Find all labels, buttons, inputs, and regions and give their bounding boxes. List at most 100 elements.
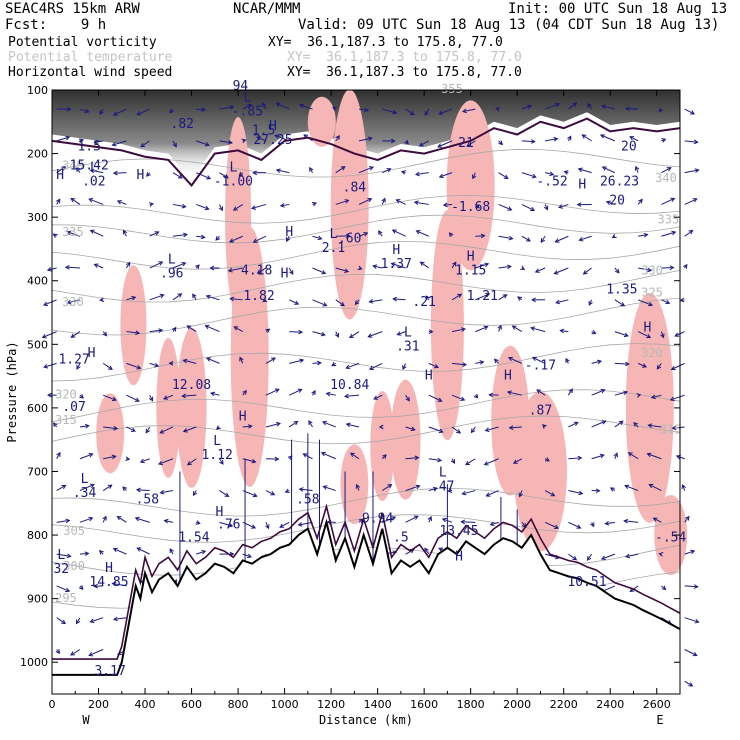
theta-label: 320: [55, 387, 77, 401]
wind-arrow: [113, 617, 127, 620]
wind-arrow: [556, 299, 569, 304]
wind-arrow-head: [625, 553, 630, 559]
wind-arrow: [279, 521, 290, 528]
wind-arrow: [234, 326, 243, 333]
wind-arrow: [415, 172, 429, 176]
wind-arrow: [344, 394, 360, 397]
wind-arrow-head: [425, 295, 431, 301]
wind-arrow-head: [241, 138, 247, 144]
wind-arrow-head: [111, 581, 117, 587]
y-tick-label: 800: [27, 529, 48, 542]
wind-arrow-head: [84, 551, 90, 557]
wind-arrow: [439, 108, 453, 115]
wind-arrow: [582, 134, 592, 142]
wind-arrow-head: [168, 361, 174, 366]
wind-arrow-head: [148, 396, 154, 402]
wind-arrow-head: [43, 301, 49, 306]
wind-arrow-head: [135, 330, 141, 336]
wind-arrow: [452, 362, 467, 366]
wind-arrow-head: [181, 262, 187, 267]
wind-arrow: [276, 102, 290, 110]
wind-arrow: [94, 140, 104, 144]
wind-arrow-head: [125, 456, 131, 462]
wind-arrow: [614, 362, 629, 365]
terrain-fill: [52, 522, 680, 694]
wind-arrow: [591, 389, 605, 396]
wind-arrow: [149, 329, 163, 333]
wind-arrow-head: [558, 204, 564, 209]
wind-arrow-head: [297, 388, 303, 393]
wind-arrow: [498, 294, 507, 301]
wind-arrow: [397, 331, 406, 336]
wind-arrow: [554, 267, 569, 275]
wind-arrow: [145, 426, 151, 433]
field-name-wind: Horizontal wind speed: [8, 65, 173, 80]
wind-arrow-head: [136, 111, 142, 116]
wind-arrow-head: [618, 420, 624, 426]
tropopause-contour: [51, 117, 681, 187]
wind-arrow-head: [378, 424, 384, 430]
wind-arrow-head: [275, 168, 281, 173]
wind-arrow-head: [554, 238, 560, 243]
wind-arrow: [498, 235, 513, 240]
wind-arrow-head: [271, 357, 276, 362]
extremum-value: 1.15: [455, 263, 486, 278]
wind-arrow: [414, 201, 429, 205]
wind-arrow: [219, 172, 229, 179]
wind-arrow-head: [368, 166, 374, 171]
pink-region: [430, 210, 464, 441]
wind-arrow-head: [229, 238, 234, 243]
wind-arrow-head: [75, 619, 81, 625]
wind-arrow-head: [325, 391, 331, 397]
wind-arrow-head: [252, 170, 258, 176]
wind-arrow: [322, 421, 336, 428]
wind-arrow-head: [507, 206, 513, 211]
wind-arrow: [265, 490, 275, 496]
wind-arrow-head: [242, 389, 247, 395]
wind-arrow-head: [215, 236, 220, 241]
wind-arrow: [76, 363, 81, 370]
wind-arrow-head: [599, 134, 605, 139]
extremum-value: 10.84: [330, 378, 369, 393]
wind-arrow-head: [404, 139, 409, 145]
wind-arrow-head: [415, 230, 421, 235]
x-left-label: W: [82, 713, 90, 727]
wind-arrow: [451, 261, 457, 269]
wind-arrow: [544, 172, 554, 176]
wind-arrow: [112, 140, 127, 146]
wind-arrow-head: [108, 365, 113, 370]
y-tick-label: 1000: [20, 656, 48, 669]
y-tick-label: 900: [27, 593, 48, 606]
wind-arrow: [451, 328, 466, 333]
wind-arrow-head: [629, 136, 635, 141]
wind-arrow: [530, 327, 546, 333]
center-name: NCAR/MMM: [233, 1, 301, 17]
wind-arrow-head: [573, 421, 579, 426]
wind-arrow-head: [473, 393, 479, 399]
wind-arrow: [451, 293, 462, 301]
wind-arrow-head: [625, 361, 630, 367]
wind-arrow: [136, 108, 150, 115]
wind-arrow: [43, 299, 57, 306]
wind-arrow: [172, 172, 183, 179]
wind-arrow-head: [693, 584, 699, 589]
wind-arrow: [428, 487, 438, 492]
wind-arrow-head: [247, 424, 253, 429]
wind-arrow: [513, 458, 523, 464]
wind-arrow-head: [525, 237, 531, 242]
wind-arrow: [439, 172, 453, 178]
wind-arrow-head: [111, 396, 117, 402]
wind-arrow: [508, 357, 523, 364]
wind-arrow: [451, 394, 465, 401]
wind-arrow-head: [432, 486, 438, 492]
wind-arrow: [684, 169, 699, 174]
wind-arrow: [229, 235, 243, 243]
wind-arrow-head: [55, 649, 61, 655]
wind-arrow: [88, 198, 104, 205]
wind-arrow: [239, 357, 244, 364]
wind-arrow-head: [116, 515, 122, 521]
wind-arrow-head: [604, 520, 610, 526]
wind-arrow-head: [512, 459, 518, 464]
wind-arrow: [521, 235, 531, 242]
extremum-value: -.17: [525, 359, 556, 374]
